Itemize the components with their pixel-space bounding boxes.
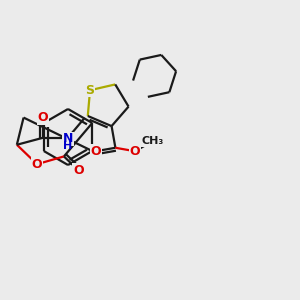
Text: H: H — [63, 141, 73, 151]
Text: O: O — [32, 158, 42, 171]
Text: O: O — [90, 145, 101, 158]
Text: S: S — [85, 84, 94, 97]
Text: O: O — [73, 164, 84, 177]
Text: CH₃: CH₃ — [141, 136, 164, 146]
Text: O: O — [130, 145, 140, 158]
Text: N: N — [63, 132, 73, 145]
Text: O: O — [38, 111, 48, 124]
